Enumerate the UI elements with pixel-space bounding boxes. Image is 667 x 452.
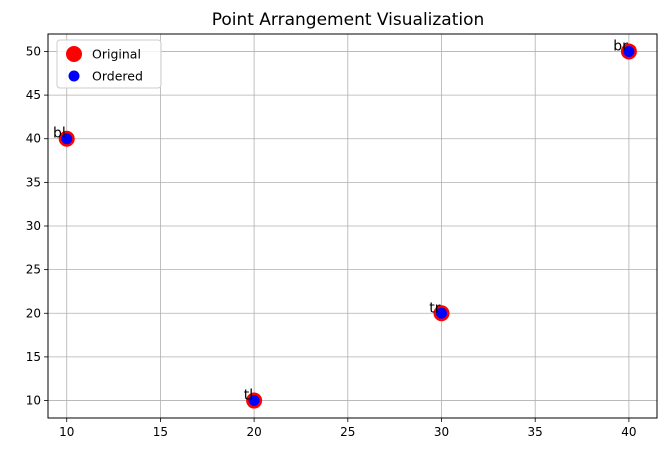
x-tick-label: 15 [153,425,168,439]
chart-title: Point Arrangement Visualization [212,10,485,30]
y-tick-label: 50 [26,44,41,58]
y-tick-label: 15 [26,350,41,364]
ordered-point [436,307,448,319]
x-tick-label: 20 [246,425,261,439]
legend: Original Ordered [56,39,162,89]
grid [48,34,657,418]
x-axis: 10 15 20 25 30 35 40 [59,418,637,439]
legend-marker-original [66,46,82,62]
legend-label: Original [92,47,141,62]
x-tick-label: 40 [621,425,636,439]
ordered-point [248,395,260,407]
x-tick-label: 30 [434,425,449,439]
data-points [58,43,637,409]
y-tick-label: 40 [26,132,41,146]
y-tick-label: 35 [26,175,41,189]
y-tick-label: 30 [26,219,41,233]
y-tick-label: 45 [26,88,41,102]
point-annotations: tl tr br bl [53,38,628,403]
ordered-point [61,133,73,145]
point-label: br [613,38,628,54]
x-tick-label: 10 [59,425,74,439]
y-tick-label: 10 [26,394,41,408]
x-tick-label: 35 [528,425,543,439]
point-label: tl [244,388,253,404]
point-label: bl [53,126,66,142]
y-tick-label: 20 [26,306,41,320]
legend-marker-ordered [68,70,80,82]
x-tick-label: 25 [340,425,355,439]
y-tick-label: 25 [26,263,41,277]
point-label: tr [429,300,440,316]
ordered-point [623,45,635,57]
legend-box [56,39,162,89]
legend-label: Ordered [92,69,143,84]
y-axis: 10 15 20 25 30 35 40 45 50 [26,44,48,408]
